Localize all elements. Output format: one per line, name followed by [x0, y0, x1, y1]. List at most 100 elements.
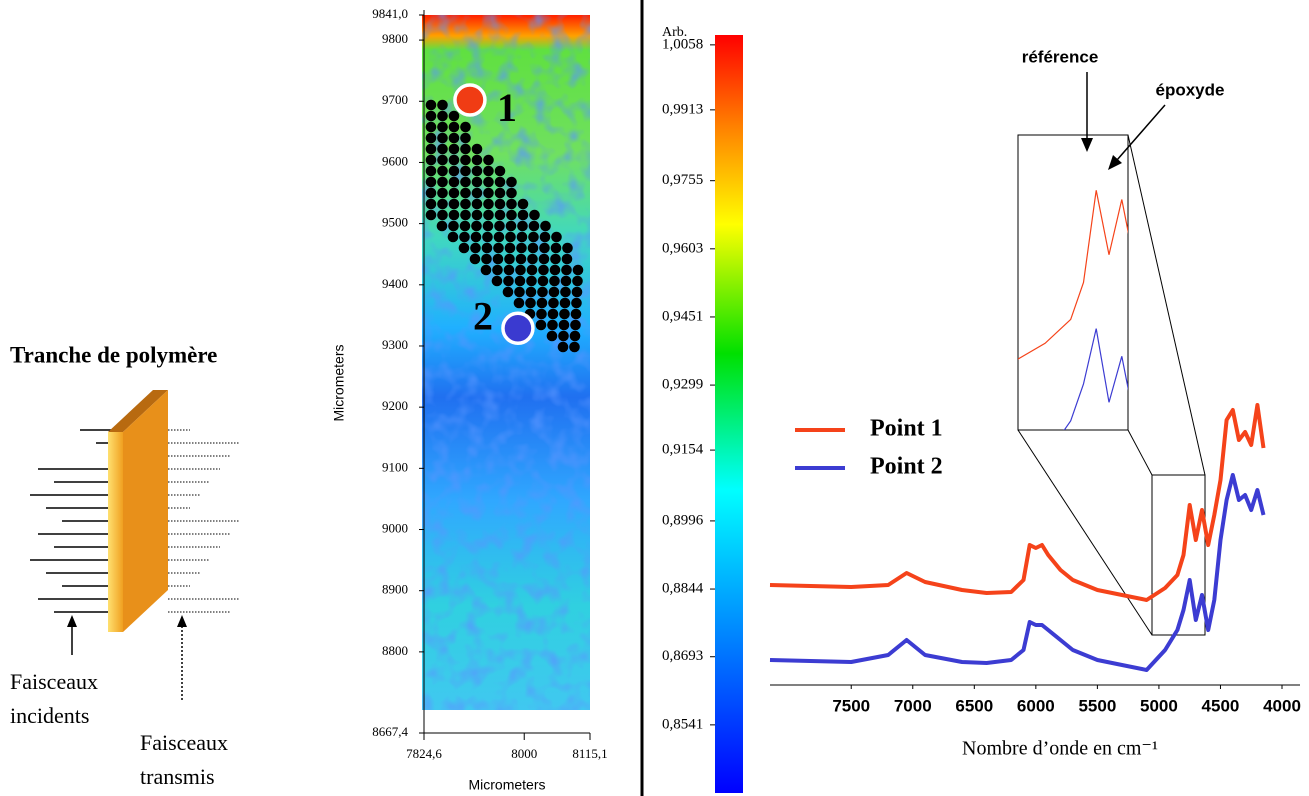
colorbar-tick-label: 0,8541	[662, 716, 703, 732]
selection-dot	[448, 198, 460, 210]
selection-dot	[469, 253, 481, 265]
selection-dot	[562, 242, 573, 254]
x-tick-label: 5500	[1078, 696, 1116, 715]
selection-dot	[550, 242, 562, 254]
selection-dot	[425, 99, 437, 111]
x-tick-label: 8115,1	[572, 746, 607, 761]
selection-dot	[471, 209, 483, 221]
selection-dot	[448, 220, 459, 232]
zoom-connector	[1017, 429, 1153, 636]
zoom-region	[1151, 474, 1206, 636]
selection-dot	[537, 286, 548, 298]
selection-dot	[527, 253, 538, 265]
selection-dot	[437, 165, 448, 177]
selection-dot	[558, 319, 570, 331]
y-tick-label: 8800	[382, 643, 408, 658]
x-tick-label: 4000	[1263, 696, 1301, 715]
selection-dot	[425, 121, 437, 133]
selection-dot	[460, 154, 471, 166]
selection-dot	[551, 231, 562, 243]
selection-dot	[506, 187, 517, 199]
diagram-title: Tranche de polymère	[10, 342, 217, 367]
beams	[30, 429, 240, 613]
x-tick-label: 6000	[1017, 696, 1055, 715]
arrow	[1116, 104, 1166, 161]
selection-dot	[537, 275, 549, 287]
transmitted-label: Faisceaux	[140, 730, 228, 755]
selection-dot	[514, 275, 526, 287]
zoom-connector	[1127, 429, 1153, 476]
selection-dot	[448, 176, 460, 188]
selection-dot	[491, 275, 503, 287]
x-tick-label: 7824,6	[406, 746, 442, 761]
slab-front	[108, 432, 123, 632]
point-label: 2	[473, 293, 493, 338]
x-tick-label: 4500	[1202, 696, 1240, 715]
y-tick-label: 9800	[382, 31, 408, 46]
selection-dot	[448, 187, 460, 199]
y-tick-label: 9841,0	[372, 6, 408, 21]
selection-dot	[506, 176, 517, 188]
selection-dot	[437, 110, 448, 122]
colorbar-tick-label: 0,9603	[662, 240, 703, 256]
colorbar-tick-label: 0,9913	[662, 101, 703, 117]
selection-dot	[548, 286, 560, 298]
zoom-inset	[1017, 134, 1129, 431]
x-tick-label: 6500	[955, 696, 993, 715]
selection-dot	[526, 264, 538, 276]
selection-dot	[437, 143, 448, 155]
colorbar-tick-label: 0,8693	[662, 648, 703, 664]
colorbar-tick-label: 0,8996	[662, 512, 704, 528]
inset-line	[1063, 328, 1128, 430]
arrow-head	[67, 615, 77, 627]
y-tick-label: 9700	[382, 92, 408, 107]
selection-dot	[436, 220, 448, 232]
series-line	[769, 473, 1266, 672]
selection-dot	[506, 198, 517, 210]
selection-dot	[460, 187, 471, 199]
selection-dot	[481, 242, 493, 254]
selection-dot	[425, 187, 437, 199]
x-tick-label: 5000	[1140, 696, 1178, 715]
selection-dot	[483, 154, 494, 166]
selection-dot	[559, 308, 570, 320]
y-tick-label: 9600	[382, 153, 408, 168]
selection-dot	[471, 165, 483, 177]
selection-dot	[492, 253, 504, 265]
heatmap-texture	[422, 15, 590, 710]
selection-dot	[572, 264, 584, 276]
selection-dot	[571, 297, 582, 309]
arrow-head	[1108, 155, 1122, 170]
y-tick-label: 9300	[382, 337, 408, 352]
selection-dot	[529, 209, 540, 221]
colorbar	[715, 35, 743, 793]
selection-dot	[539, 231, 551, 243]
colorbar-tick-label: 1,0058	[662, 36, 703, 52]
selection-dot	[494, 198, 506, 210]
selection-dot	[437, 132, 448, 144]
selection-dot	[483, 176, 494, 188]
selection-dot	[560, 286, 571, 298]
selection-dot	[571, 286, 583, 298]
selection-dot	[505, 220, 517, 232]
selection-dot	[460, 121, 471, 133]
selection-dot	[503, 275, 514, 287]
colorbar-tick-label: 0,9451	[662, 308, 703, 324]
selection-dot	[448, 165, 460, 177]
colorbar-tick-label: 0,9154	[662, 442, 704, 458]
annotation: référence	[1022, 47, 1099, 66]
selection-dot	[561, 264, 572, 276]
colorbar-tick-label: 0,9299	[662, 377, 703, 393]
selection-dot	[482, 231, 493, 243]
selection-dot	[425, 110, 437, 122]
selection-dot	[425, 198, 437, 210]
selection-dot	[515, 264, 526, 276]
selection-dot	[504, 242, 516, 254]
selection-region	[425, 99, 584, 353]
incident-label: incidents	[10, 703, 89, 728]
selection-dot	[460, 176, 471, 188]
selection-dot	[536, 297, 548, 309]
selection-dot	[483, 198, 494, 210]
selection-dot	[538, 253, 550, 265]
